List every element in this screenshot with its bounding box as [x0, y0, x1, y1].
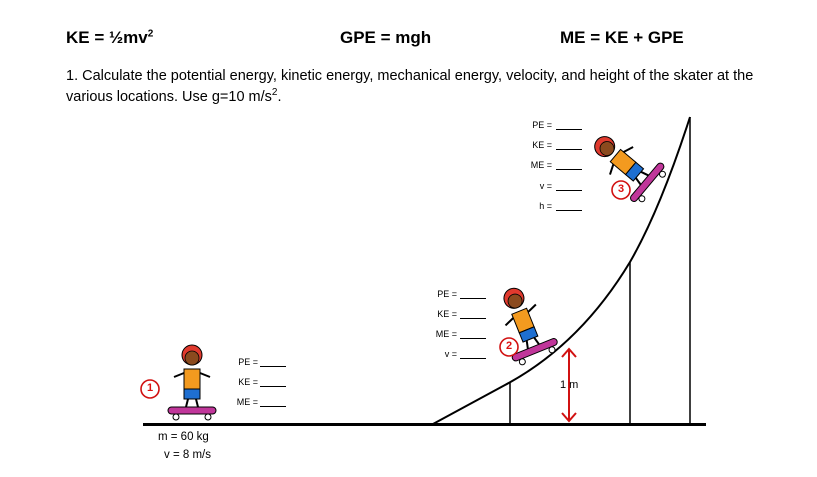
question-exponent: 2: [271, 87, 278, 99]
pos2-me-label: ME =: [435, 329, 457, 339]
marker-1: 1: [146, 382, 154, 394]
pos3-h-label: h =: [539, 201, 552, 211]
height-arrow: [561, 347, 577, 423]
pos3-ke-label: KE =: [532, 140, 552, 150]
formula-ke-text: KE = ½mv: [66, 28, 148, 47]
marker-3: 3: [617, 183, 625, 195]
formula-ke-exponent: 2: [147, 28, 154, 40]
skater-3: [594, 136, 666, 203]
pos1-ke-label: KE =: [238, 377, 258, 387]
question-text: 1. Calculate the potential energy, kinet…: [66, 66, 786, 108]
question-end: .: [277, 89, 282, 105]
pos1-pe-label: PE =: [238, 357, 258, 367]
pos3-v-label: v =: [539, 181, 552, 191]
pos1-me-blank[interactable]: [260, 406, 286, 407]
marker-circle-2: [499, 337, 519, 357]
ramp-curve: [432, 116, 691, 425]
height-label: 1 m: [560, 379, 579, 391]
formula-me: ME = KE + GPE: [560, 28, 684, 47]
given-mass: m = 60 kg: [158, 431, 209, 443]
question-body: 1. Calculate the potential energy, kinet…: [66, 68, 754, 105]
pos1-ke-blank[interactable]: [260, 386, 286, 387]
pos1-pe-blank[interactable]: [260, 366, 286, 367]
pos3-me-blank[interactable]: [556, 169, 582, 170]
skater-2: [503, 287, 558, 366]
pos1-me-label: ME =: [236, 397, 258, 407]
pos2-v-blank[interactable]: [460, 358, 486, 359]
pos2-me-blank[interactable]: [460, 338, 486, 339]
skater-1: [167, 344, 217, 421]
marker-circle-3: [611, 180, 631, 200]
pos2-v-label: v =: [444, 349, 457, 359]
pos2-ke-blank[interactable]: [460, 318, 486, 319]
formula-ke: KE = ½mv2: [66, 28, 153, 48]
pos3-pe-blank[interactable]: [556, 129, 582, 130]
pos2-pe-label: PE =: [437, 289, 457, 299]
marker-2: 2: [505, 340, 513, 352]
pos2-pe-blank[interactable]: [460, 298, 486, 299]
formula-gpe: GPE = mgh: [340, 28, 432, 47]
given-velocity: v = 8 m/s: [164, 449, 211, 461]
pos3-h-blank[interactable]: [556, 210, 582, 211]
pos3-me-label: ME =: [530, 160, 552, 170]
marker-circle-1: [140, 379, 160, 399]
pos3-ke-blank[interactable]: [556, 149, 582, 150]
pos3-pe-label: PE =: [532, 120, 552, 130]
pos2-ke-label: KE =: [437, 309, 457, 319]
pos3-v-blank[interactable]: [556, 190, 582, 191]
